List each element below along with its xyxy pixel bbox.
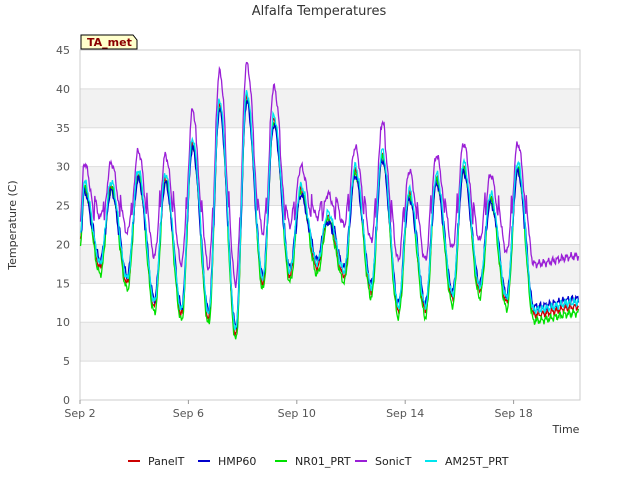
plot-frame — [79, 49, 581, 401]
y-axis-ticks: 0 5 10 15 20 25 30 35 40 45 — [56, 44, 70, 407]
y-axis-title: Temperature (C) — [6, 180, 19, 270]
y-tick-label: 0 — [63, 394, 70, 407]
x-tick-label: Sep 14 — [386, 407, 424, 420]
x-tick-label: Sep 18 — [494, 407, 532, 420]
plot-band — [80, 361, 580, 400]
plot-band — [80, 127, 580, 167]
y-tick-label: 25 — [56, 200, 70, 213]
legend: PanelT HMP60 NR01_PRT SonicT AM25T_PRT — [128, 455, 509, 468]
chart-title: Alfalfa Temperatures — [252, 4, 387, 19]
series-lines — [79, 61, 580, 340]
plot-band — [80, 88, 580, 128]
y-tick-label: 10 — [56, 316, 70, 329]
y-tick-label: 45 — [56, 44, 70, 57]
legend-label: PanelT — [148, 455, 185, 468]
plot-band — [80, 244, 580, 284]
plot-band — [80, 50, 580, 89]
y-tick-label: 20 — [56, 238, 70, 251]
legend-label: SonicT — [375, 455, 412, 468]
plot-band — [80, 283, 580, 323]
badge-box — [80, 34, 138, 50]
badge-label: TA_met — [87, 36, 132, 49]
legend-label: NR01_PRT — [295, 455, 351, 468]
plot-band — [80, 205, 580, 245]
y-tick-label: 5 — [63, 355, 70, 368]
x-tick-label: Sep 10 — [278, 407, 316, 420]
legend-label: HMP60 — [218, 455, 256, 468]
legend-label: AM25T_PRT — [445, 455, 509, 468]
plot-band — [80, 322, 580, 362]
x-axis-title: Time — [552, 423, 580, 436]
x-tick-label: Sep 6 — [173, 407, 204, 420]
y-tick-label: 30 — [56, 161, 70, 174]
ta-met-badge: TA_met — [80, 34, 138, 50]
series-line-am25t-prt — [79, 90, 580, 331]
y-tick-label: 40 — [56, 83, 70, 96]
series-line-sonict — [79, 61, 580, 288]
plot-background-bands — [80, 50, 580, 400]
x-tick-label: Sep 2 — [64, 407, 95, 420]
y-tick-label: 35 — [56, 122, 70, 135]
y-tick-label: 15 — [56, 277, 70, 290]
series-line-hmp60 — [80, 98, 580, 329]
x-axis-ticks: Sep 2 Sep 6 Sep 10 Sep 14 Sep 18 — [64, 400, 533, 420]
